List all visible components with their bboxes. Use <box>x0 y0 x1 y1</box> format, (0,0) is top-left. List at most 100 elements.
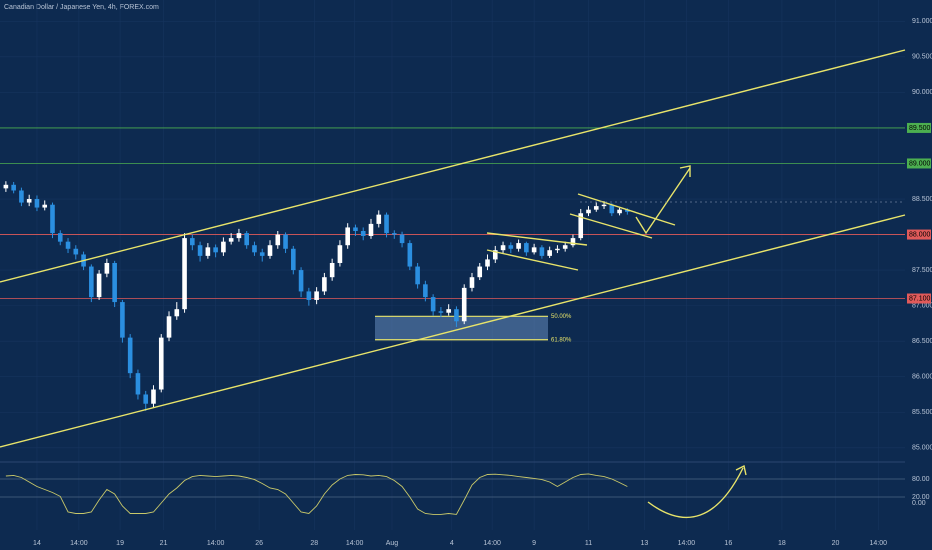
candle-body <box>89 266 94 298</box>
y-tick-label: 85.000 <box>912 445 932 452</box>
chart-title: Canadian Dollar / Japanese Yen, 4h, FORE… <box>4 4 159 11</box>
candle-body <box>166 316 172 338</box>
flag-line <box>486 232 588 246</box>
candle-body <box>291 248 296 271</box>
osc-tick-label: 20.00 <box>912 494 930 501</box>
candle-body <box>252 245 257 253</box>
candle-body <box>3 184 9 189</box>
candle-body <box>586 209 591 214</box>
osc-tick-label: 0.00 <box>912 500 926 507</box>
candle-body <box>539 247 545 256</box>
candle-body <box>322 277 327 292</box>
oscillator-line <box>5 473 628 515</box>
candle-body <box>524 243 529 253</box>
x-tick-label: 14:00 <box>678 540 696 547</box>
candle-body <box>174 309 180 317</box>
candle-body <box>477 266 483 278</box>
candle-body <box>228 238 234 242</box>
candle-body <box>306 291 312 300</box>
price-tag-label: 88.000 <box>909 231 931 238</box>
candle-body <box>190 238 195 246</box>
candle-body <box>314 291 319 300</box>
candle-body <box>391 233 397 235</box>
candle-body <box>492 250 498 260</box>
price-tag <box>907 158 931 169</box>
candle-body <box>275 234 281 246</box>
candle-body <box>500 245 506 251</box>
arrow-head <box>679 165 691 177</box>
x-tick-label: 14:00 <box>346 540 364 547</box>
candle-body <box>508 245 514 249</box>
candle-body <box>407 243 413 267</box>
flag-line <box>486 249 579 271</box>
candle-body <box>96 273 102 298</box>
candle-body <box>143 394 149 404</box>
x-tick-label: 13 <box>641 540 649 547</box>
candle-body <box>127 337 133 374</box>
x-tick-label: 14 <box>33 540 41 547</box>
x-tick-label: 9 <box>532 540 536 547</box>
channel-upper <box>0 49 906 283</box>
candle-body <box>158 337 164 390</box>
candle-body <box>73 248 79 255</box>
candle-body <box>151 389 156 404</box>
candle-body <box>423 284 428 298</box>
osc-arrow <box>647 467 744 519</box>
x-tick-label: 14:00 <box>869 540 887 547</box>
price-tag <box>907 122 931 133</box>
y-tick-label: 90.000 <box>912 89 932 96</box>
flag-line <box>569 213 653 239</box>
candle-body <box>485 259 490 267</box>
candle-body <box>601 204 607 207</box>
candle-body <box>42 204 48 208</box>
y-tick-label: 86.500 <box>912 338 932 345</box>
y-tick-label: 88.500 <box>912 196 932 203</box>
candle-body <box>221 241 226 253</box>
candle-body <box>360 231 366 236</box>
y-tick-label: 86.000 <box>912 374 932 381</box>
osc-tick-label: 80.00 <box>912 476 930 483</box>
x-tick-label: 4 <box>450 540 454 547</box>
candle-body <box>337 245 343 263</box>
x-tick-label: 14:00 <box>483 540 501 547</box>
candle-body <box>11 184 16 191</box>
candle-body <box>19 190 24 203</box>
candle-body <box>617 209 622 214</box>
flag-line <box>577 193 676 226</box>
candle-body <box>353 227 358 231</box>
price-tag-label: 89.500 <box>909 125 931 132</box>
candle-body <box>399 234 405 244</box>
candle-body <box>454 309 459 322</box>
candle-body <box>283 234 288 249</box>
y-tick-label: 85.500 <box>912 409 932 416</box>
candle-body <box>267 245 273 256</box>
fib-label: 50.00% <box>551 314 572 320</box>
arrow-head <box>735 464 747 476</box>
y-tick-label: 87.500 <box>912 267 932 274</box>
x-tick-label: 20 <box>832 540 840 547</box>
candle-body <box>345 227 350 246</box>
x-tick-label: 14:00 <box>207 540 225 547</box>
y-tick-label: 87.000 <box>912 302 932 309</box>
candle-body <box>446 309 451 313</box>
candle-body <box>570 238 576 246</box>
price-tag <box>907 293 931 304</box>
candle-body <box>625 209 630 212</box>
candle-body <box>376 214 382 224</box>
drawings <box>0 49 906 519</box>
candle-body <box>244 233 249 246</box>
candle-body <box>57 233 63 242</box>
candle-body <box>516 243 521 249</box>
candle-body <box>562 245 568 249</box>
arrow-path <box>635 167 691 235</box>
x-tick-label: 28 <box>310 540 318 547</box>
fib-label: 61.80% <box>551 337 572 343</box>
y-tick-label: 90.500 <box>912 54 932 61</box>
x-tick-label: 16 <box>724 540 732 547</box>
candle-body <box>415 266 420 285</box>
x-tick-label: 19 <box>116 540 124 547</box>
candle-body <box>531 247 537 253</box>
candle-body <box>461 287 467 322</box>
candle-body <box>34 199 40 208</box>
